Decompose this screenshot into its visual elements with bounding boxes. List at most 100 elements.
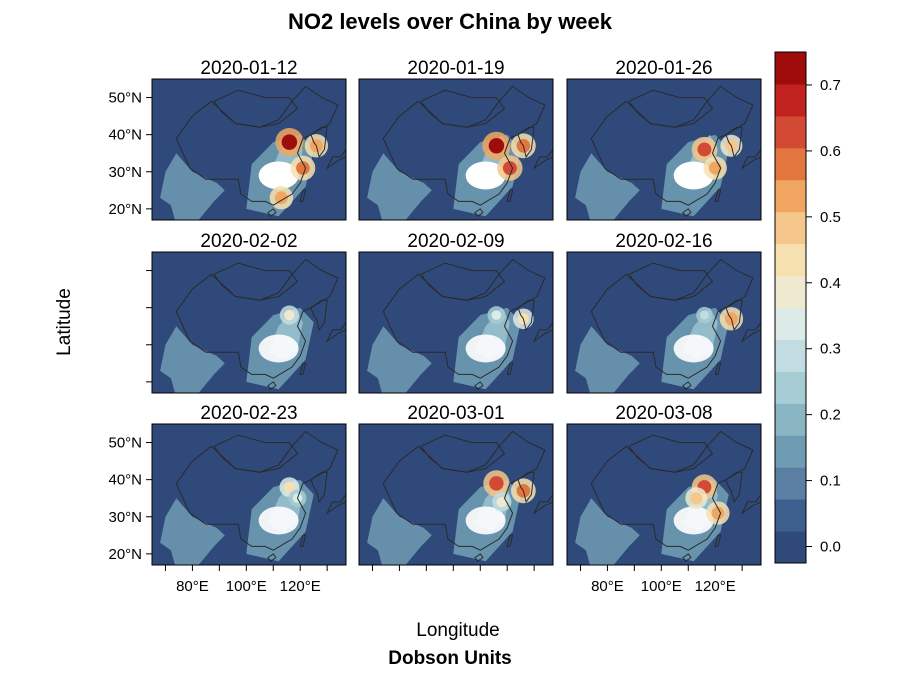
panel: 2020-03-08 [566,403,762,566]
japan-border [532,321,553,343]
panel-map [359,424,553,565]
japan-border [325,493,346,515]
hotspot [488,138,505,154]
panel-title: 2020-02-16 [615,231,712,252]
x-tick-label: 120°E [695,578,736,595]
china-border [590,258,754,379]
panel-grid: 2020-01-12 2020-01-19 2020-01-26 2020-02-02… [151,58,762,566]
colorbar-tick-label: 0.7 [820,77,841,94]
colorbar-swatch [775,371,806,404]
panel-title: 2020-01-19 [407,58,504,79]
mongolia-border [628,262,714,301]
panel: 2020-03-01 [358,403,554,566]
missing-data-patch [673,506,714,535]
hainan-border [267,208,277,217]
y-tick-label: 30°N [108,164,142,181]
colorbar-swatch [775,243,806,277]
panel-title: 2020-02-02 [200,231,297,252]
panel-title: 2020-01-12 [200,58,297,79]
x-axis-title: Longitude [416,620,499,641]
china-border [590,430,754,551]
korea-border [725,299,743,332]
colorbar-swatch [775,115,806,149]
colorbar-tick-label: 0.1 [820,473,841,490]
y-tick-label: 40°N [108,127,142,144]
taiwan-border [506,189,514,202]
colorbar: 0.0 0.1 0.2 0.3 0.4 0.5 0.6 0.7 [774,51,841,564]
x-tick-label: 80°E [591,578,624,595]
colorbar-swatch [775,339,806,372]
mongolia-border [420,434,506,473]
india-field [367,326,432,393]
hotspot [284,481,295,493]
panel: 2020-01-19 [358,58,554,221]
hainan-border [682,381,692,390]
missing-data-patch [258,334,299,363]
taiwan-border [506,362,514,375]
colorbar-swatch [775,275,806,308]
chart-title: NO2 levels over China by week [288,9,613,34]
india-field [575,153,640,220]
japan-border [740,321,761,343]
mongolia-border [420,89,506,128]
korea-border [517,299,535,332]
korea-border [517,126,535,159]
colorbar-swatch [775,531,806,564]
panel-title: 2020-03-01 [407,403,504,424]
panel: 2020-02-16 [566,231,762,394]
y-tick-label: 50°N [108,90,142,107]
hotspot [690,492,703,505]
taiwan-border [299,534,307,547]
colorbar-frame [774,51,807,564]
panel-map [152,79,346,220]
colorbar-swatch [775,147,806,181]
mongolia-border [420,262,506,301]
mongolia-border [213,434,299,473]
hotspot [711,506,725,520]
india-field [160,498,225,565]
colorbar-tick-label: 0.2 [820,407,841,424]
panel-frame [358,251,554,394]
y-tick-label: 20°N [108,201,142,218]
colorbar-swatch [775,179,806,213]
panel-frame [151,423,347,566]
panel-title: 2020-03-08 [615,403,712,424]
hotspot [708,161,722,175]
india-field [575,326,640,393]
korea-border [725,471,743,504]
mongolia-border [628,89,714,128]
colorbar-swatch [775,211,806,245]
panel-map [567,79,761,220]
panel-map [152,252,346,393]
india-field [160,153,225,220]
panel-frame [566,78,762,221]
japan-border [532,493,553,515]
panel-map [359,252,553,393]
colorbar-swatch [775,83,806,117]
missing-data-patch [258,161,299,190]
china-border [382,85,546,206]
hotspot [296,161,310,175]
x-tick-label: 100°E [226,578,267,595]
colorbar-swatch [775,52,806,85]
panel-title: 2020-02-09 [407,231,504,252]
y-tick-label: 50°N [108,435,142,452]
hotspot [489,476,504,491]
taiwan-border [714,362,722,375]
japan-border [532,148,553,170]
hotspot [491,310,502,320]
china-border [175,430,339,551]
india-field [367,153,432,220]
hotspot [284,309,295,321]
colorbar-tick-label: 0.6 [820,143,841,160]
india-field [367,498,432,565]
panel-frame [358,423,554,566]
hainan-border [267,381,277,390]
colorbar-tick-label: 0.3 [820,341,841,358]
missing-data-patch [465,334,506,363]
y-tick-label: 20°N [108,546,142,563]
missing-data-patch [673,334,714,363]
india-field [575,498,640,565]
x-axis: 80°E 100°E 120°E 80°E 100°E 120°E [164,565,743,595]
